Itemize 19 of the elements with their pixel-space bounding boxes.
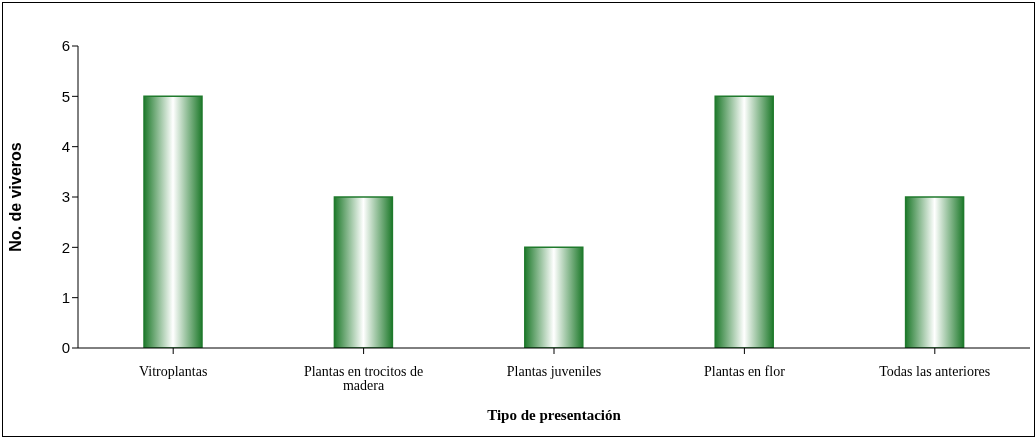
x-tick-label: Plantas en flor bbox=[703, 363, 786, 379]
bar bbox=[524, 246, 584, 348]
bar bbox=[143, 95, 203, 348]
y-tick-label: 5 bbox=[61, 87, 70, 105]
y-tick-label: 3 bbox=[61, 188, 70, 206]
x-tick-label: Todas las anteriores bbox=[879, 363, 991, 379]
y-tick-label: 2 bbox=[61, 238, 70, 256]
y-tick-label: 4 bbox=[61, 137, 70, 155]
x-tick-label: Plantas en trocitos de madera bbox=[303, 363, 424, 393]
y-tick-label: 0 bbox=[61, 339, 70, 357]
y-tick-label: 1 bbox=[61, 288, 70, 306]
x-axis-title: Tipo de presentación bbox=[487, 407, 622, 423]
bar bbox=[904, 196, 965, 348]
y-tick-label: 6 bbox=[61, 37, 70, 55]
y-axis-title: No. de viveros bbox=[6, 142, 24, 252]
bar bbox=[333, 196, 394, 348]
x-tick-label: Plantas juveniles bbox=[506, 363, 602, 379]
bar bbox=[714, 95, 774, 348]
x-tick-label: Vitroplantas bbox=[139, 363, 208, 379]
